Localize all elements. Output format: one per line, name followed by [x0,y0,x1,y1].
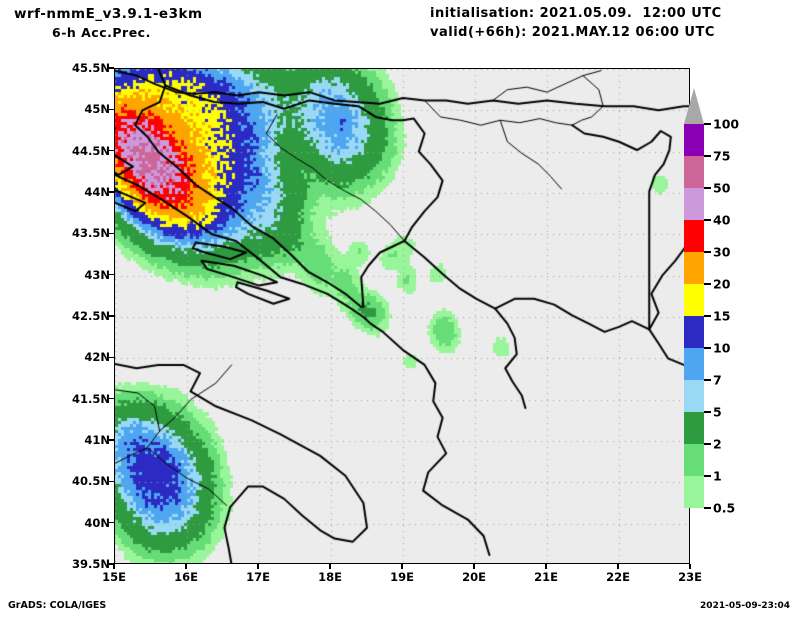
x-axis-tick [329,564,331,569]
y-axis-tick-label: 43.5N [72,226,110,241]
colorbar-band [684,124,704,157]
x-axis-tick [185,564,187,569]
x-axis-tick [401,564,403,569]
x-axis-tick-label: 18E [318,570,342,584]
x-axis-tick [545,564,547,569]
colorbar-tick-label: 20 [713,276,731,292]
colorbar-tick [704,283,711,285]
x-axis-tick [689,564,691,569]
y-axis-tick [109,397,114,400]
colorbar-tick [704,187,711,189]
field-title: 6-h Acc.Prec. [52,25,151,40]
colorbar-tick [704,507,711,509]
colorbar-band [684,476,704,509]
y-axis-tick [109,480,114,483]
colorbar-tick [704,379,711,381]
colorbar-tick-label: 100 [713,116,740,132]
y-axis-tick [109,315,114,317]
x-axis-tick [113,564,115,569]
x-axis-tick-label: 21E [534,570,558,584]
colorbar-tick [704,347,711,349]
colorbar-tick-label: 40 [713,212,731,228]
colorbar-tick-label: 10 [713,340,731,356]
x-axis-tick [617,564,619,569]
y-axis-tick [109,273,114,276]
colorbar-tick [704,251,711,253]
x-axis-tick-label: 23E [678,570,702,584]
y-axis-tick [109,67,114,69]
y-axis-tick-label: 41.5N [72,391,110,406]
colorbar-tick [704,219,711,221]
colorbar-band [684,380,704,413]
colorbar-band [684,188,704,221]
precipitation-colorbar: 0.5 1 2 5 7 10 15 20 30 40 50 75 100 [684,88,796,518]
colorbar-tick [704,155,711,157]
y-axis-tick [109,232,114,235]
colorbar-band [684,220,704,253]
x-axis-tick-label: 15E [102,570,126,584]
x-axis-tick-label: 20E [462,570,486,584]
x-axis-tick-label: 16E [174,570,198,584]
colorbar-tick-label: 7 [713,372,722,388]
colorbar-tick [704,315,711,317]
colorbar-band [684,348,704,381]
render-timestamp: 2021-05-09-23:04 [700,601,790,611]
y-axis-tick-label: 45N [84,102,110,117]
colorbar-tick-label: 0.5 [713,500,736,516]
grads-credit: GrADS: COLA/IGES [8,600,107,611]
y-axis-tick [109,149,114,152]
colorbar-overflow-cap [684,88,704,124]
y-axis-tick-label: 45.5N [72,61,110,75]
colorbar-tick [704,443,711,445]
x-axis-tick [257,564,259,569]
y-axis-tick-label: 44.5N [72,143,110,158]
colorbar-band [684,316,704,349]
y-axis-tick-label: 43N [84,267,110,282]
colorbar-tick-label: 1 [713,468,722,484]
colorbar-tick [704,475,711,477]
map-plot-area [114,68,690,564]
y-axis-tick-label: 42N [84,350,110,365]
colorbar-tick-label: 5 [713,404,722,420]
y-axis-tick [109,563,114,565]
x-axis-tick-label: 22E [606,570,630,584]
y-axis-tick [109,108,114,111]
x-axis-tick [473,564,475,569]
colorbar-band [684,252,704,285]
y-axis-tick [109,439,114,441]
colorbar-tick-label: 2 [713,436,722,452]
colorbar-tick-label: 75 [713,148,731,164]
colorbar-tick [704,411,711,413]
y-axis-tick-label: 44N [84,185,110,199]
y-axis-tick-label: 40N [84,515,110,530]
x-axis-tick-label: 19E [390,570,414,584]
y-axis-tick-label: 40.5N [72,474,110,489]
y-axis-tick [109,356,114,359]
valid-time: valid(+66h): 2021.MAY.12 06:00 UTC [430,25,715,40]
colorbar-tick-label: 30 [713,244,731,260]
y-axis-tick-label: 39.5N [72,557,110,571]
colorbar-tick [704,123,711,125]
y-axis-tick [109,191,114,193]
colorbar-tick-label: 15 [713,308,731,324]
y-axis-tick-label: 41N [84,433,110,447]
colorbar-tick-label: 50 [713,180,731,196]
model-title: wrf-nmmE_v3.9.1-e3km [14,6,203,22]
colorbar-band [684,284,704,317]
y-axis-tick-label: 42.5N [72,309,110,323]
colorbar-band [684,156,704,189]
colorbar-band [684,444,704,477]
y-axis-tick [109,521,114,524]
coastline-border-overlay [115,69,689,563]
initialisation-time: initialisation: 2021.05.09. 12:00 UTC [430,6,722,21]
x-axis-tick-label: 17E [246,570,270,584]
colorbar-band [684,412,704,445]
